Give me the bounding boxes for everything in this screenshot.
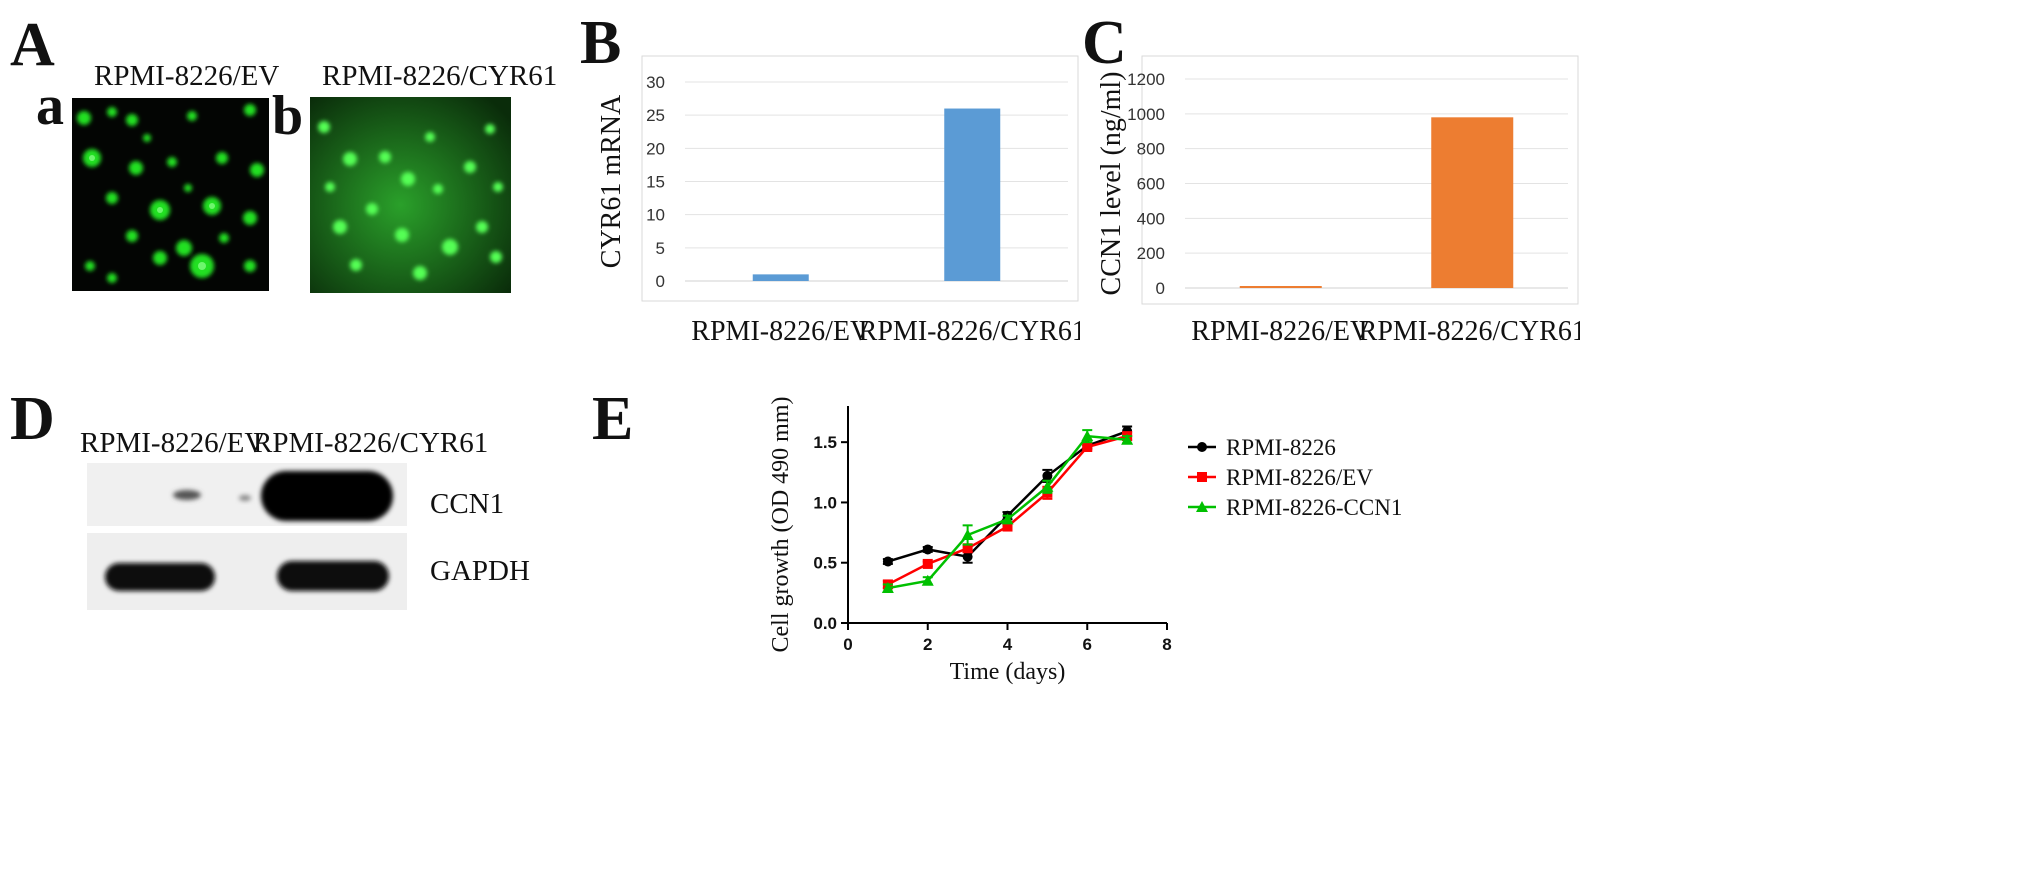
- y-tick-label: 1.5: [813, 433, 837, 452]
- data-point: [1041, 480, 1054, 492]
- data-point: [961, 528, 974, 540]
- x-category-label: RPMI-8226/CYR61: [859, 316, 1080, 347]
- data-point: [922, 558, 933, 569]
- y-tick-label: 1.0: [813, 493, 837, 512]
- series-0: [882, 425, 1133, 567]
- legend-marker: [1197, 442, 1207, 452]
- western-blot-ccn1: [87, 463, 407, 526]
- x-category-label: RPMI-8226/EV: [1191, 316, 1370, 347]
- y-axis-label: CYR61 mRNA: [600, 94, 627, 268]
- y-tick-label: 15: [646, 173, 665, 192]
- panel-a-sub-a-caption: RPMI-8226/EV: [94, 60, 280, 92]
- data-point: [922, 544, 933, 555]
- data-point: [1042, 470, 1053, 481]
- y-tick-label: 800: [1137, 140, 1165, 159]
- panel-d-letter: D: [10, 385, 55, 453]
- y-tick-label: 25: [646, 106, 665, 125]
- chart-e-cell-growth: 0.0 0.5 1.0 1.5 0 2 4 6 8 Time (days) Cell growth …: [768, 397, 1402, 685]
- x-category-label: RPMI-8226/EV: [691, 316, 870, 347]
- series-1: [882, 431, 1133, 590]
- series-2: [881, 429, 1134, 594]
- x-tick-label: 2: [923, 635, 932, 654]
- panel-c-letter: C: [1082, 9, 1127, 77]
- chart-frame: [1141, 55, 1579, 305]
- bar: [1431, 117, 1514, 288]
- data-point: [1002, 521, 1013, 532]
- panel-e-letter: E: [592, 385, 634, 453]
- data-point: [1001, 513, 1014, 525]
- legend-label: RPMI-8226-CCN1: [1226, 495, 1402, 520]
- panel-a-sub-b-letter: b: [272, 85, 304, 147]
- y-axis-label: CCN1 level (ng/ml): [1100, 72, 1127, 296]
- data-point: [962, 551, 973, 562]
- y-tick-label: 0: [656, 272, 665, 291]
- legend-marker: [1196, 501, 1208, 512]
- data-point: [921, 574, 934, 586]
- data-point: [882, 556, 893, 567]
- y-tick-label: 400: [1137, 209, 1165, 228]
- legend-marker: [1197, 472, 1207, 482]
- y-tick-label: 30: [646, 73, 665, 92]
- y-tick-label: 1200: [1127, 70, 1165, 89]
- lane-label-ev: RPMI-8226/EV: [80, 427, 266, 459]
- y-axis-label: Cell growth (OD 490 mm): [768, 397, 794, 653]
- data-point: [881, 582, 894, 594]
- bar: [944, 108, 1001, 282]
- data-point: [1121, 433, 1134, 445]
- chart-frame: [641, 55, 1079, 302]
- y-tick-label: 200: [1137, 244, 1165, 263]
- western-blot-gapdh: [87, 533, 407, 610]
- panel-a-sub-b-caption: RPMI-8226/CYR61: [322, 60, 558, 92]
- x-axis-label: Time (days): [950, 659, 1066, 685]
- x-category-label: RPMI-8226/CYR61: [1359, 316, 1580, 347]
- y-tick-label: 0.0: [813, 614, 837, 633]
- fluorescence-micrograph-ev: [72, 98, 269, 291]
- y-tick-label: 5: [656, 239, 665, 258]
- lane-label-cyr61: RPMI-8226/CYR61: [253, 427, 489, 459]
- chart-c-ccn1-level: 0 200 400 600 800 1000 1200 RPMI-8226/EVRPMI-82…: [1100, 55, 1580, 347]
- data-point: [962, 543, 973, 554]
- y-tick-label: 20: [646, 139, 665, 158]
- panel-a-letter: A: [10, 11, 55, 79]
- bar: [752, 274, 809, 281]
- legend-label: RPMI-8226: [1226, 435, 1336, 460]
- panel-a-sub-a-letter: a: [36, 75, 64, 137]
- y-tick-label: 10: [646, 206, 665, 225]
- y-tick-label: 0: [1156, 279, 1165, 298]
- data-point: [1081, 430, 1094, 442]
- fluorescence-micrograph-cyr61: [310, 97, 511, 293]
- bar: [1239, 286, 1322, 288]
- y-tick-label: 600: [1137, 175, 1165, 194]
- data-point: [1082, 441, 1093, 452]
- y-tick-label: 0.5: [813, 554, 837, 573]
- legend-label: RPMI-8226/EV: [1226, 465, 1373, 490]
- x-tick-label: 6: [1083, 635, 1092, 654]
- band-label-gapdh: GAPDH: [430, 555, 530, 587]
- y-tick-label: 1000: [1127, 105, 1165, 124]
- band-label-ccn1: CCN1: [430, 488, 505, 520]
- x-tick-label: 0: [843, 635, 852, 654]
- panel-b-letter: B: [580, 9, 622, 77]
- x-tick-label: 8: [1162, 635, 1171, 654]
- x-tick-label: 4: [1003, 635, 1013, 654]
